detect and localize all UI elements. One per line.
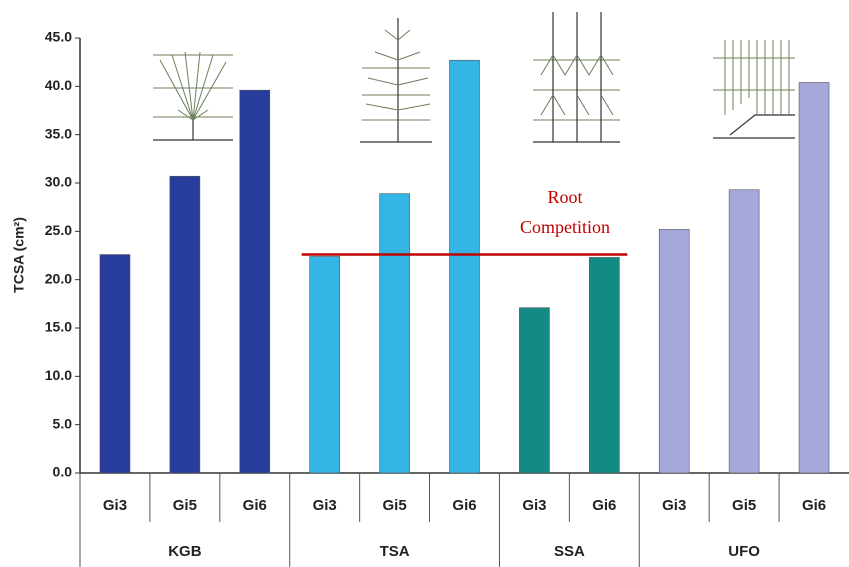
group-label: TSA	[380, 543, 410, 560]
bar	[589, 257, 619, 473]
bar	[380, 194, 410, 473]
bar	[659, 229, 689, 473]
ssa-sketch	[533, 12, 620, 142]
y-tick-label: 20.0	[45, 270, 72, 286]
x-tick-label: Gi3	[522, 497, 546, 514]
y-tick-label: 30.0	[45, 174, 72, 190]
ufo-sketch	[713, 40, 795, 138]
y-tick-label: 5.0	[53, 415, 73, 431]
annotation: Competition	[520, 217, 610, 237]
x-tick-label: Gi3	[662, 497, 686, 514]
group-label: UFO	[728, 543, 760, 560]
bar	[729, 190, 759, 473]
bar	[100, 255, 130, 473]
y-tick-label: 35.0	[45, 125, 72, 141]
tsa-sketch	[360, 18, 432, 142]
y-tick-label: 45.0	[45, 29, 72, 45]
y-tick-label: 0.0	[53, 464, 73, 480]
x-tick-label: Gi5	[173, 497, 197, 514]
x-tick-label: Gi3	[313, 497, 337, 514]
y-tick-label: 40.0	[45, 77, 72, 93]
bar	[170, 176, 200, 473]
group-label: KGB	[168, 543, 202, 560]
y-tick-label: 25.0	[45, 222, 72, 238]
x-tick-label: Gi5	[732, 497, 756, 514]
x-tick-label: Gi6	[452, 497, 476, 514]
y-tick-label: 10.0	[45, 367, 72, 383]
kgb-sketch	[153, 52, 233, 140]
annotation: Root	[547, 187, 582, 207]
x-tick-label: Gi6	[802, 497, 826, 514]
x-tick-label: Gi6	[243, 497, 267, 514]
y-tick-label: 15.0	[45, 319, 72, 335]
x-tick-label: Gi5	[382, 497, 406, 514]
chart: TCSA (cm²) 0.0 5.0 10.0 15.0 20.0 25.0 30.0 35.…	[0, 0, 849, 567]
bar	[310, 256, 340, 473]
x-tick-label: Gi3	[103, 497, 127, 514]
y-axis-label: TCSA (cm²)	[11, 217, 27, 293]
bar	[519, 308, 549, 473]
group-label: SSA	[554, 543, 585, 560]
bar	[799, 82, 829, 473]
bar	[450, 60, 480, 473]
x-tick-label: Gi6	[592, 497, 616, 514]
bar	[240, 90, 270, 473]
